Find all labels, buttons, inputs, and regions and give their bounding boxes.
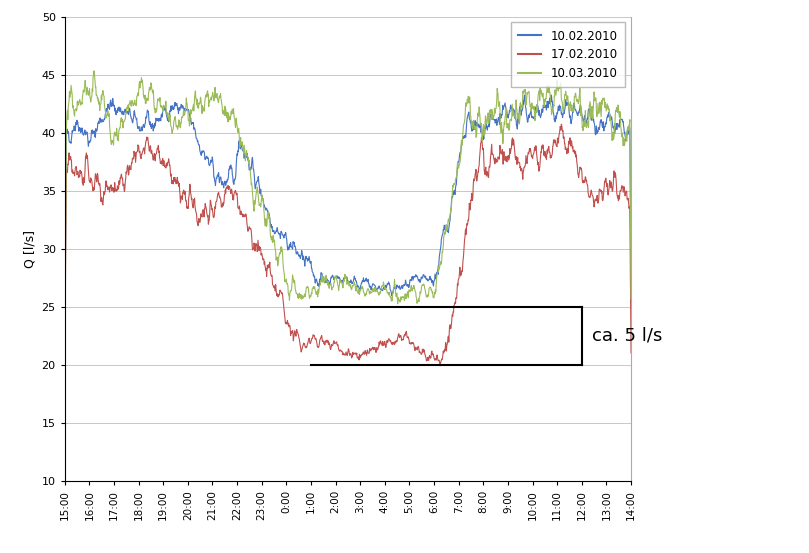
17.02.2010	[557, 121, 566, 127]
10.02.2010	[559, 110, 569, 117]
Line: 10.03.2010: 10.03.2010	[65, 71, 631, 367]
17.02.2010	[435, 360, 445, 367]
10.03.2010	[89, 67, 99, 74]
10.02.2010	[249, 169, 259, 176]
10.03.2010	[60, 363, 70, 370]
17.02.2010	[249, 239, 259, 246]
10.02.2010	[435, 250, 445, 257]
Text: ca. 5 l/s: ca. 5 l/s	[591, 327, 662, 345]
17.02.2010	[509, 137, 519, 144]
10.02.2010	[172, 100, 182, 107]
17.02.2010	[172, 179, 182, 185]
10.02.2010	[519, 92, 529, 98]
17.02.2010	[626, 349, 636, 356]
10.03.2010	[510, 112, 519, 118]
Line: 10.02.2010: 10.02.2010	[65, 95, 631, 364]
10.03.2010	[249, 197, 259, 204]
10.03.2010	[559, 100, 569, 107]
10.03.2010	[172, 124, 182, 131]
17.02.2010	[559, 134, 569, 140]
Line: 17.02.2010: 17.02.2010	[65, 124, 631, 383]
10.02.2010	[509, 109, 519, 116]
10.02.2010	[626, 299, 636, 305]
Legend: 10.02.2010, 17.02.2010, 10.03.2010: 10.02.2010, 17.02.2010, 10.03.2010	[510, 23, 625, 87]
10.03.2010	[626, 296, 636, 302]
10.03.2010	[435, 261, 445, 268]
Y-axis label: Q [l/s]: Q [l/s]	[23, 230, 36, 268]
17.02.2010	[186, 191, 196, 197]
17.02.2010	[60, 380, 70, 387]
10.02.2010	[60, 361, 70, 368]
10.03.2010	[186, 111, 196, 117]
10.02.2010	[186, 114, 196, 121]
